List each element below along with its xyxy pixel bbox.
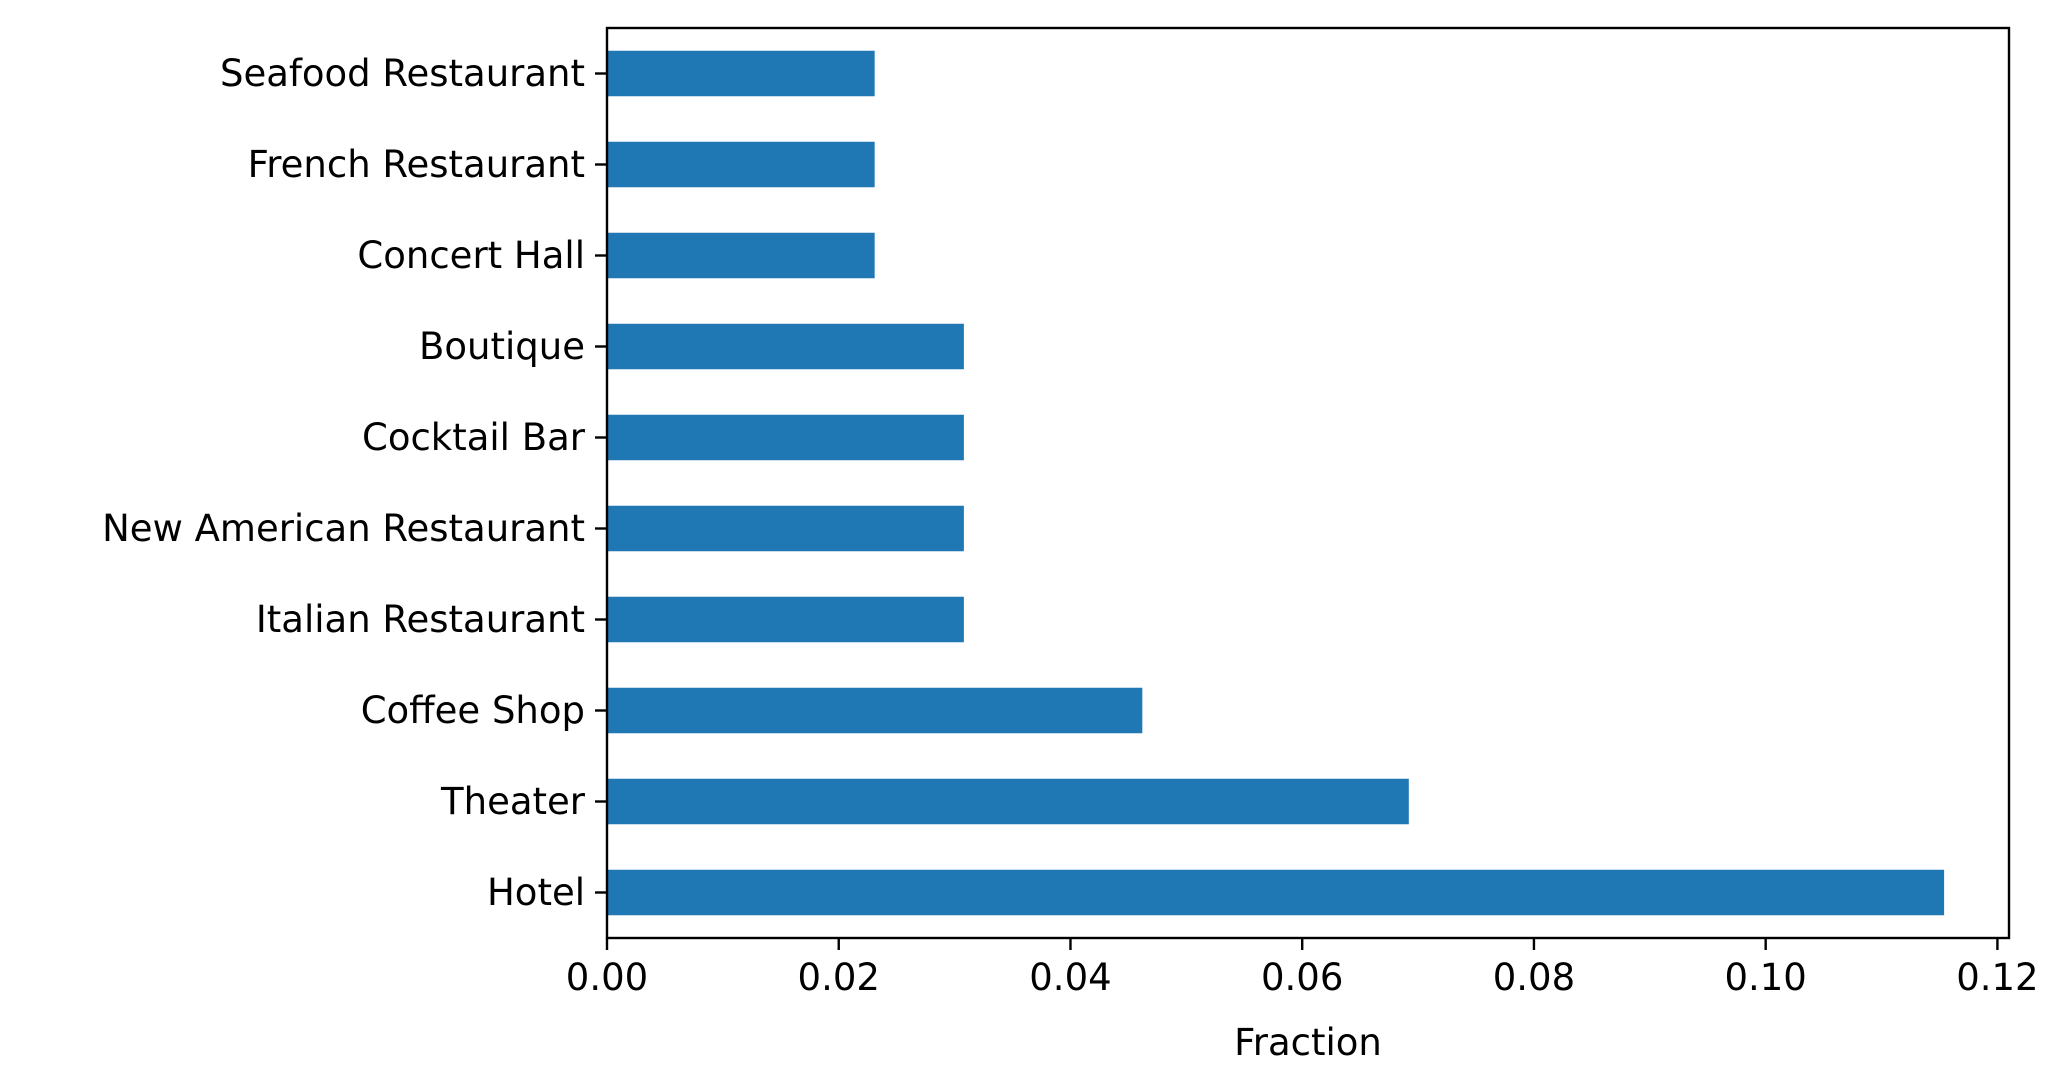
x-axis: 0.00 0.02 0.04 0.06 0.08 0.10 0.12 — [566, 938, 2039, 999]
x-tick-label: 0.02 — [798, 956, 880, 999]
y-tick-label: Hotel — [487, 871, 585, 914]
bar-new-american-restaurant — [607, 505, 964, 552]
y-tick-label: Theater — [440, 780, 586, 823]
bar-cocktail-bar — [607, 414, 964, 461]
bar-seafood-restaurant — [607, 50, 875, 97]
y-tick-label: New American Restaurant — [102, 507, 585, 550]
x-tick-label: 0.06 — [1261, 956, 1343, 999]
x-tick-label: 0.04 — [1029, 956, 1111, 999]
x-tick-label: 0.00 — [566, 956, 648, 999]
bar-boutique — [607, 323, 964, 370]
y-tick-label: Seafood Restaurant — [220, 52, 585, 95]
y-tick-label: Boutique — [419, 325, 585, 368]
bar-theater — [607, 778, 1409, 825]
bar-french-restaurant — [607, 141, 875, 188]
plot-frame — [605, 26, 2011, 940]
y-tick-label: Italian Restaurant — [256, 598, 585, 641]
y-tick-label: Concert Hall — [357, 234, 585, 277]
bar-concert-hall — [607, 232, 875, 279]
y-tick-label: Cocktail Bar — [362, 416, 586, 459]
y-tick-label: Coffee Shop — [361, 689, 585, 732]
bars-group — [607, 50, 1945, 916]
x-axis-title: Fraction — [1234, 1021, 1382, 1064]
y-tick-label: French Restaurant — [248, 143, 585, 186]
bar-italian-restaurant — [607, 596, 964, 643]
bar-coffee-shop — [607, 687, 1143, 734]
x-tick-label: 0.12 — [1956, 956, 2038, 999]
y-axis: Hotel Theater Coffee Shop Italian Restauran… — [102, 52, 607, 914]
x-tick-label: 0.08 — [1493, 956, 1575, 999]
x-tick-label: 0.10 — [1724, 956, 1806, 999]
bar-hotel — [607, 869, 1945, 916]
